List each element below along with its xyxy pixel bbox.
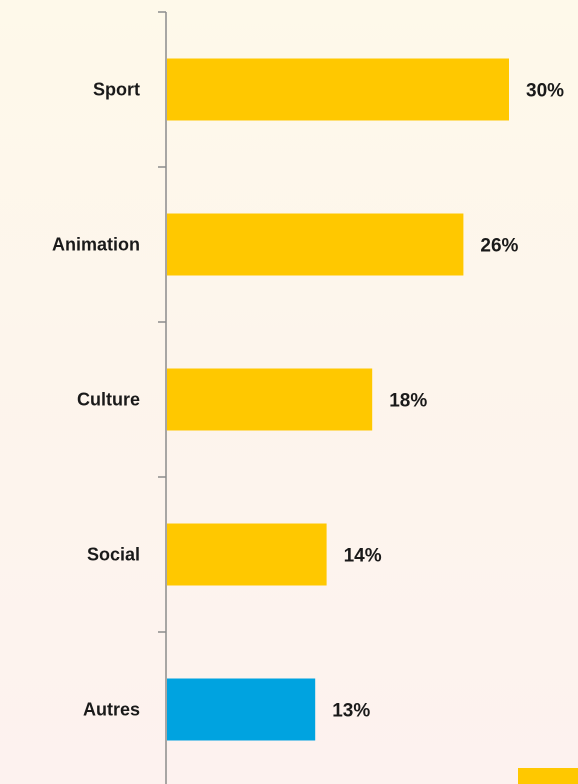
labels-layer: Sport 30% Animation 26% Culture 18% Social 14% A… bbox=[52, 80, 564, 722]
value-label-social: 14% bbox=[344, 546, 382, 567]
value-label-sport: 30% bbox=[526, 81, 564, 102]
bar-autres bbox=[167, 678, 316, 741]
bars-layer bbox=[167, 58, 509, 741]
bar-social bbox=[167, 523, 327, 586]
bar-animation bbox=[167, 213, 464, 276]
value-label-culture: 18% bbox=[389, 391, 427, 412]
category-label-social: Social bbox=[87, 545, 140, 565]
category-axis bbox=[158, 11, 167, 784]
category-label-sport: Sport bbox=[93, 80, 140, 100]
bar-sport bbox=[167, 58, 509, 121]
bar-culture bbox=[167, 368, 373, 431]
category-label-animation: Animation bbox=[52, 235, 140, 255]
value-label-animation: 26% bbox=[480, 236, 518, 257]
value-label-autres: 13% bbox=[332, 701, 370, 722]
decorative-corner-block bbox=[518, 768, 578, 784]
category-label-autres: Autres bbox=[83, 700, 140, 720]
category-label-culture: Culture bbox=[77, 390, 140, 410]
